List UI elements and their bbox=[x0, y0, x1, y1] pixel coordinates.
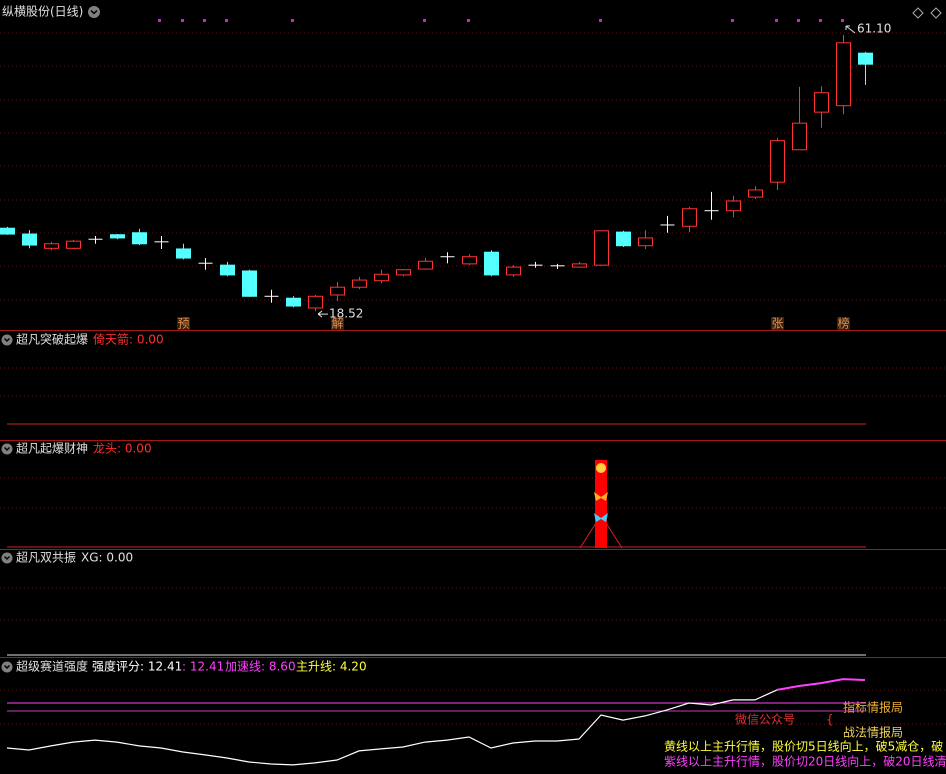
overlay-text: 微信公众号 bbox=[735, 713, 795, 727]
candle-body bbox=[748, 189, 763, 198]
panel-legend: 强度评分: 12.41 bbox=[92, 659, 182, 674]
candle-body bbox=[484, 251, 499, 276]
panel-legend: 龙头: 0.00 bbox=[93, 442, 152, 456]
money-icon bbox=[596, 463, 606, 473]
tag-box bbox=[331, 317, 344, 330]
hint-text: 紫线以上主升行情，股价切20日线向上，破20日线清 bbox=[664, 754, 946, 769]
indicator-line bbox=[6, 689, 778, 766]
window-title: 纵横股份(日线) bbox=[2, 5, 83, 19]
candle-tag: 榜 bbox=[837, 316, 849, 331]
candle-body bbox=[22, 233, 37, 246]
butterfly-icon bbox=[594, 492, 608, 501]
candle-body bbox=[572, 263, 587, 268]
tag-box bbox=[837, 317, 850, 330]
candle-body bbox=[220, 264, 235, 276]
panel-legend: : 12.41 bbox=[182, 660, 224, 674]
candle-body bbox=[792, 122, 807, 151]
candle-tag: 解 bbox=[331, 317, 343, 331]
indicator-line bbox=[776, 678, 866, 691]
panel-title: 超级赛道强度 bbox=[16, 659, 88, 674]
dot bbox=[731, 19, 734, 22]
candle-body bbox=[462, 256, 477, 265]
candle-body bbox=[682, 208, 697, 227]
candle-body bbox=[330, 286, 345, 296]
dot bbox=[181, 19, 184, 22]
panel-legend: 倚天箭: 0.00 bbox=[93, 332, 164, 347]
panel-title: 超凡双共振 bbox=[16, 550, 76, 565]
dot bbox=[819, 19, 822, 22]
grid bbox=[0, 32, 946, 725]
signal bbox=[579, 460, 623, 549]
chevron bbox=[3, 664, 11, 670]
dot bbox=[203, 19, 206, 22]
panel-legend: 加速线: 8.60 bbox=[225, 660, 296, 674]
candle-body bbox=[616, 231, 631, 247]
candle-body bbox=[506, 266, 521, 276]
candle-body bbox=[594, 230, 609, 266]
menu-button[interactable] bbox=[88, 6, 100, 18]
panel-legend: XG: 0.00 bbox=[81, 551, 133, 565]
dot bbox=[225, 19, 228, 22]
candle-body bbox=[726, 200, 741, 212]
candle-body bbox=[374, 273, 389, 282]
dot bbox=[841, 19, 844, 22]
overlay-text: 战法情报局 bbox=[843, 725, 903, 740]
candle-tag: 张 bbox=[771, 317, 783, 331]
dot bbox=[775, 19, 778, 22]
arrow bbox=[845, 25, 856, 34]
dot bbox=[291, 19, 294, 22]
candle-body bbox=[308, 295, 323, 309]
candle-body bbox=[0, 227, 15, 235]
chevron bbox=[3, 555, 11, 561]
expand-icon[interactable] bbox=[912, 7, 924, 19]
chevron bbox=[90, 9, 98, 15]
candle-body bbox=[396, 269, 411, 276]
arrow bbox=[317, 310, 328, 318]
dot bbox=[423, 19, 426, 22]
dot bbox=[158, 19, 161, 22]
low-label: 18.52 bbox=[329, 307, 363, 321]
tag-box bbox=[771, 317, 784, 330]
tag-box bbox=[177, 317, 190, 330]
brace: { bbox=[826, 713, 834, 727]
dot bbox=[467, 19, 470, 22]
candle-body bbox=[176, 248, 191, 259]
candle-body bbox=[44, 243, 59, 249]
panel-title: 超凡起爆财神 bbox=[16, 441, 88, 456]
panel-title: 超凡突破起爆 bbox=[16, 332, 88, 347]
candle-body bbox=[418, 260, 433, 270]
candle-body bbox=[132, 232, 147, 245]
candle-body bbox=[638, 237, 653, 247]
chevron bbox=[3, 337, 11, 343]
candle-body bbox=[66, 240, 81, 249]
candle-body bbox=[814, 92, 829, 113]
high-label: 61.10 bbox=[857, 22, 891, 36]
overlay-text: 指标情报局 bbox=[843, 700, 903, 715]
candle-body bbox=[110, 234, 125, 239]
expand-icon[interactable] bbox=[930, 7, 942, 19]
chevron bbox=[3, 446, 11, 452]
dot bbox=[797, 19, 800, 22]
candle-body bbox=[286, 297, 301, 307]
candle-body bbox=[858, 52, 873, 65]
signal-bar bbox=[595, 460, 607, 548]
hint-text: 黄线以上主升行情，股价切5日线向上，破5减仓，破 bbox=[664, 739, 943, 754]
candle-body bbox=[352, 279, 367, 288]
signal-dots bbox=[158, 19, 844, 22]
candle-body bbox=[242, 270, 257, 297]
candle-tag: 预 bbox=[177, 317, 189, 331]
butterfly-icon bbox=[594, 513, 608, 522]
dot bbox=[599, 19, 602, 22]
panel-legend: 主升线: 4.20 bbox=[296, 660, 367, 674]
candle-body bbox=[770, 140, 785, 183]
candle-body bbox=[836, 42, 851, 107]
